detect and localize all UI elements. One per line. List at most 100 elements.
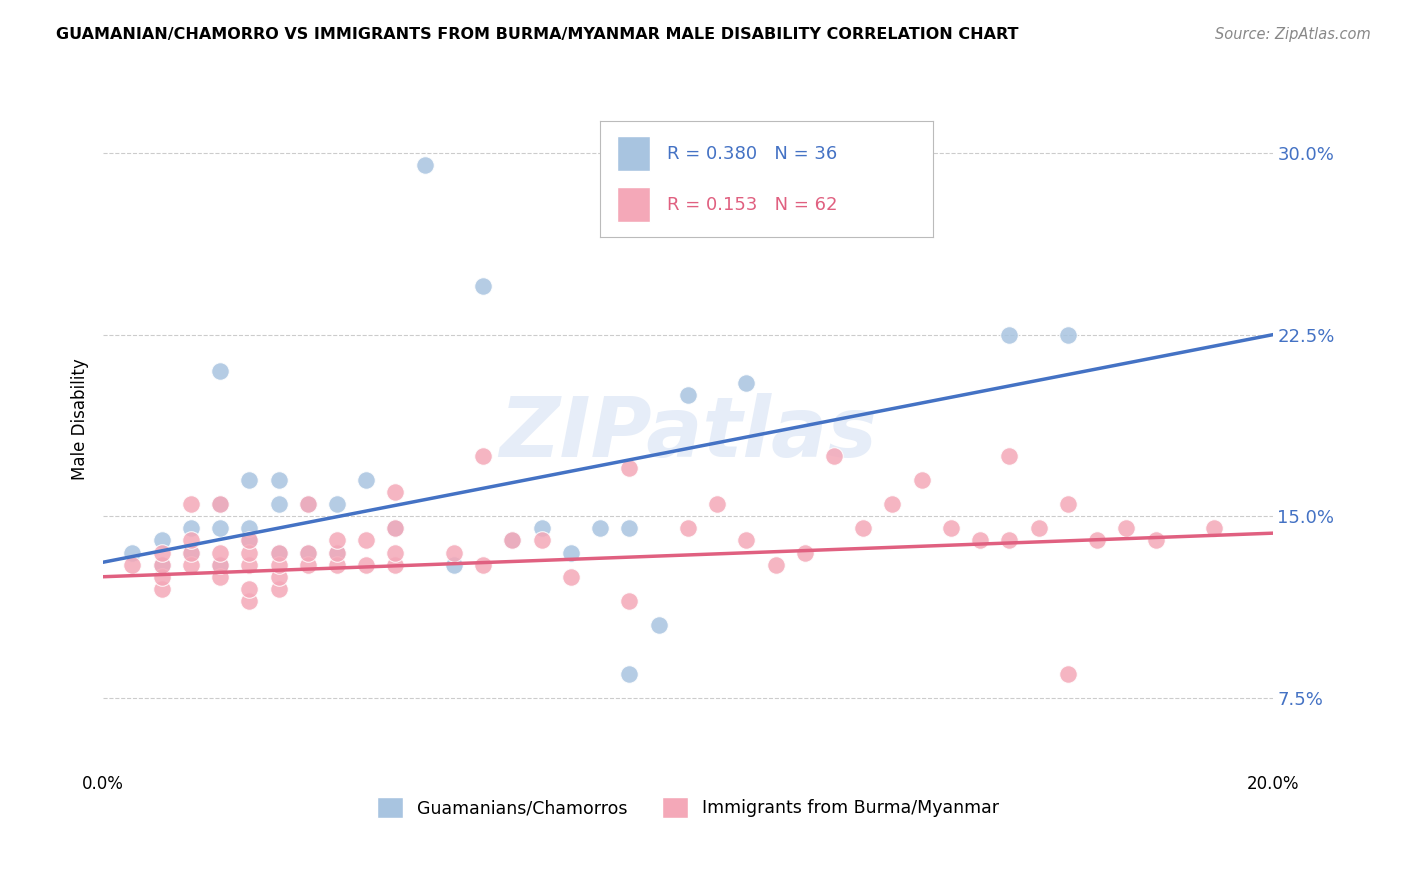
Point: [1115, 521, 1137, 535]
Point: [209, 364, 232, 378]
Text: ZIPatlas: ZIPatlas: [499, 393, 877, 474]
Point: [150, 558, 173, 572]
Point: [384, 485, 406, 500]
Point: [297, 545, 319, 559]
Point: [413, 158, 436, 172]
Point: [267, 497, 290, 511]
Point: [706, 497, 728, 511]
Point: [150, 533, 173, 548]
Point: [1057, 666, 1080, 681]
Text: Source: ZipAtlas.com: Source: ZipAtlas.com: [1215, 27, 1371, 42]
Point: [619, 521, 641, 535]
Point: [1057, 327, 1080, 342]
Text: GUAMANIAN/CHAMORRO VS IMMIGRANTS FROM BURMA/MYANMAR MALE DISABILITY CORRELATION : GUAMANIAN/CHAMORRO VS IMMIGRANTS FROM BU…: [56, 27, 1019, 42]
Point: [209, 558, 232, 572]
Point: [793, 545, 815, 559]
Point: [267, 473, 290, 487]
Point: [180, 521, 202, 535]
Point: [472, 279, 495, 293]
Point: [647, 618, 669, 632]
Point: [998, 327, 1021, 342]
Point: [472, 449, 495, 463]
Point: [326, 545, 349, 559]
Point: [354, 533, 377, 548]
Point: [180, 545, 202, 559]
Point: [384, 521, 406, 535]
Point: [354, 558, 377, 572]
Point: [238, 533, 260, 548]
Point: [384, 545, 406, 559]
Point: [238, 533, 260, 548]
Point: [121, 558, 143, 572]
Point: [238, 521, 260, 535]
Point: [326, 497, 349, 511]
Point: [998, 449, 1021, 463]
Point: [150, 570, 173, 584]
Point: [209, 521, 232, 535]
Point: [238, 473, 260, 487]
Point: [969, 533, 991, 548]
Point: [501, 533, 523, 548]
Point: [472, 558, 495, 572]
Point: [676, 388, 699, 402]
Point: [267, 545, 290, 559]
Point: [501, 533, 523, 548]
Point: [326, 533, 349, 548]
Point: [676, 521, 699, 535]
Point: [150, 545, 173, 559]
Point: [823, 449, 845, 463]
Point: [297, 497, 319, 511]
Point: [384, 558, 406, 572]
Point: [209, 497, 232, 511]
Point: [238, 582, 260, 596]
Point: [209, 570, 232, 584]
Point: [1144, 533, 1167, 548]
Point: [589, 521, 612, 535]
Point: [209, 545, 232, 559]
Y-axis label: Male Disability: Male Disability: [72, 359, 89, 480]
Point: [326, 545, 349, 559]
Point: [297, 558, 319, 572]
Legend: Guamanians/Chamorros, Immigrants from Burma/Myanmar: Guamanians/Chamorros, Immigrants from Bu…: [370, 789, 1005, 825]
Point: [180, 558, 202, 572]
Point: [619, 666, 641, 681]
Point: [530, 533, 553, 548]
Point: [1057, 497, 1080, 511]
Point: [765, 558, 787, 572]
Point: [238, 558, 260, 572]
Point: [619, 594, 641, 608]
Point: [150, 558, 173, 572]
Point: [297, 497, 319, 511]
Point: [443, 545, 465, 559]
Point: [384, 521, 406, 535]
Point: [998, 533, 1021, 548]
Point: [560, 545, 582, 559]
Point: [852, 521, 875, 535]
Point: [619, 460, 641, 475]
Point: [180, 533, 202, 548]
Point: [530, 521, 553, 535]
Point: [560, 570, 582, 584]
Point: [238, 594, 260, 608]
Point: [209, 497, 232, 511]
Point: [180, 545, 202, 559]
Point: [882, 497, 904, 511]
Point: [267, 570, 290, 584]
Point: [1085, 533, 1108, 548]
Point: [882, 219, 904, 233]
Point: [267, 582, 290, 596]
Point: [297, 545, 319, 559]
Point: [180, 497, 202, 511]
Point: [939, 521, 962, 535]
Point: [150, 582, 173, 596]
Point: [267, 545, 290, 559]
Point: [443, 558, 465, 572]
Point: [326, 558, 349, 572]
Point: [121, 545, 143, 559]
Point: [911, 473, 934, 487]
Point: [735, 533, 758, 548]
Point: [209, 558, 232, 572]
Point: [238, 545, 260, 559]
Point: [735, 376, 758, 391]
Point: [354, 473, 377, 487]
